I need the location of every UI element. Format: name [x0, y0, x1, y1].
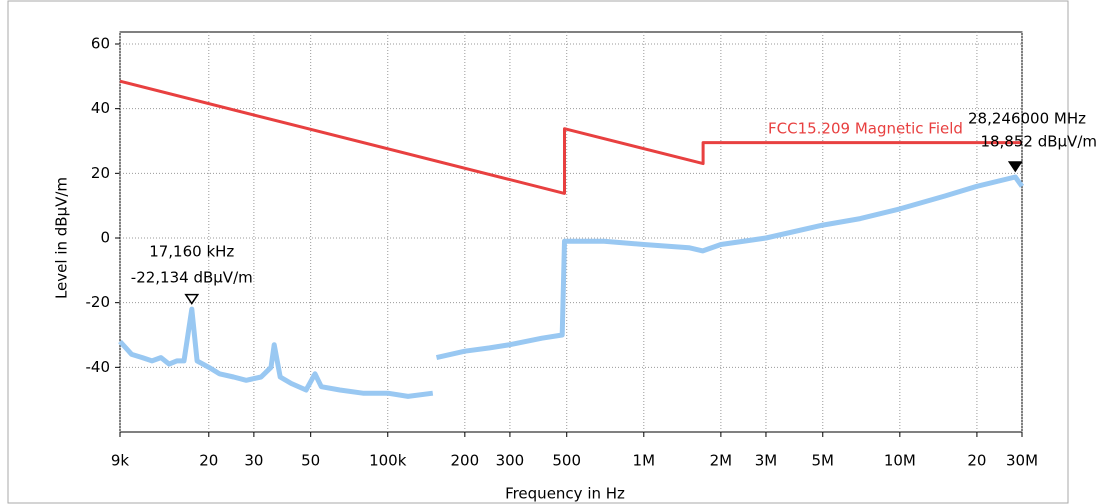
- frame: [7, 0, 1069, 504]
- series-line: [118, 174, 1025, 399]
- marker-label: 28,246000 MHz: [968, 110, 1086, 128]
- x-tick-label: 500: [552, 452, 581, 470]
- marker: [184, 293, 200, 305]
- x-tick-label: 3M: [755, 452, 778, 470]
- plot-area: [119, 31, 1023, 433]
- x-tick-label: 2M: [710, 452, 733, 470]
- y-axis-label: Level in dBµV/m: [53, 177, 71, 299]
- x-tick-label: 20: [967, 452, 986, 470]
- x-tick-label: 9k: [111, 452, 130, 470]
- y-tick-label: -20: [86, 293, 111, 311]
- y-tick-label: -40: [86, 358, 111, 376]
- x-tick-label: 30: [244, 452, 263, 470]
- x-tick-label: 1M: [633, 452, 656, 470]
- x-tick-label: 50: [301, 452, 320, 470]
- x-tick-label: 100k: [369, 452, 407, 470]
- x-tick-label: 300: [496, 452, 525, 470]
- series-line: [119, 79, 1022, 195]
- marker: [1007, 161, 1023, 173]
- x-tick-label: 10M: [884, 452, 916, 470]
- y-tick-label: 20: [91, 164, 110, 182]
- marker-label: 18,852 dBµV/m: [980, 133, 1097, 151]
- x-tick-label: 200: [451, 452, 480, 470]
- y-tick-label: 40: [91, 99, 110, 117]
- limit-label: FCC15.209 Magnetic Field: [768, 120, 963, 138]
- y-tick-label: 0: [100, 229, 110, 247]
- x-tick-label: 30M: [1006, 452, 1038, 470]
- x-axis-label: Frequency in Hz: [505, 485, 625, 503]
- y-tick-label: 60: [91, 35, 110, 53]
- marker-label: -22,134 dBµV/m: [131, 269, 253, 287]
- x-tick-label: 5M: [812, 452, 835, 470]
- x-tick-label: 20: [199, 452, 218, 470]
- marker-label: 17,160 kHz: [149, 243, 234, 261]
